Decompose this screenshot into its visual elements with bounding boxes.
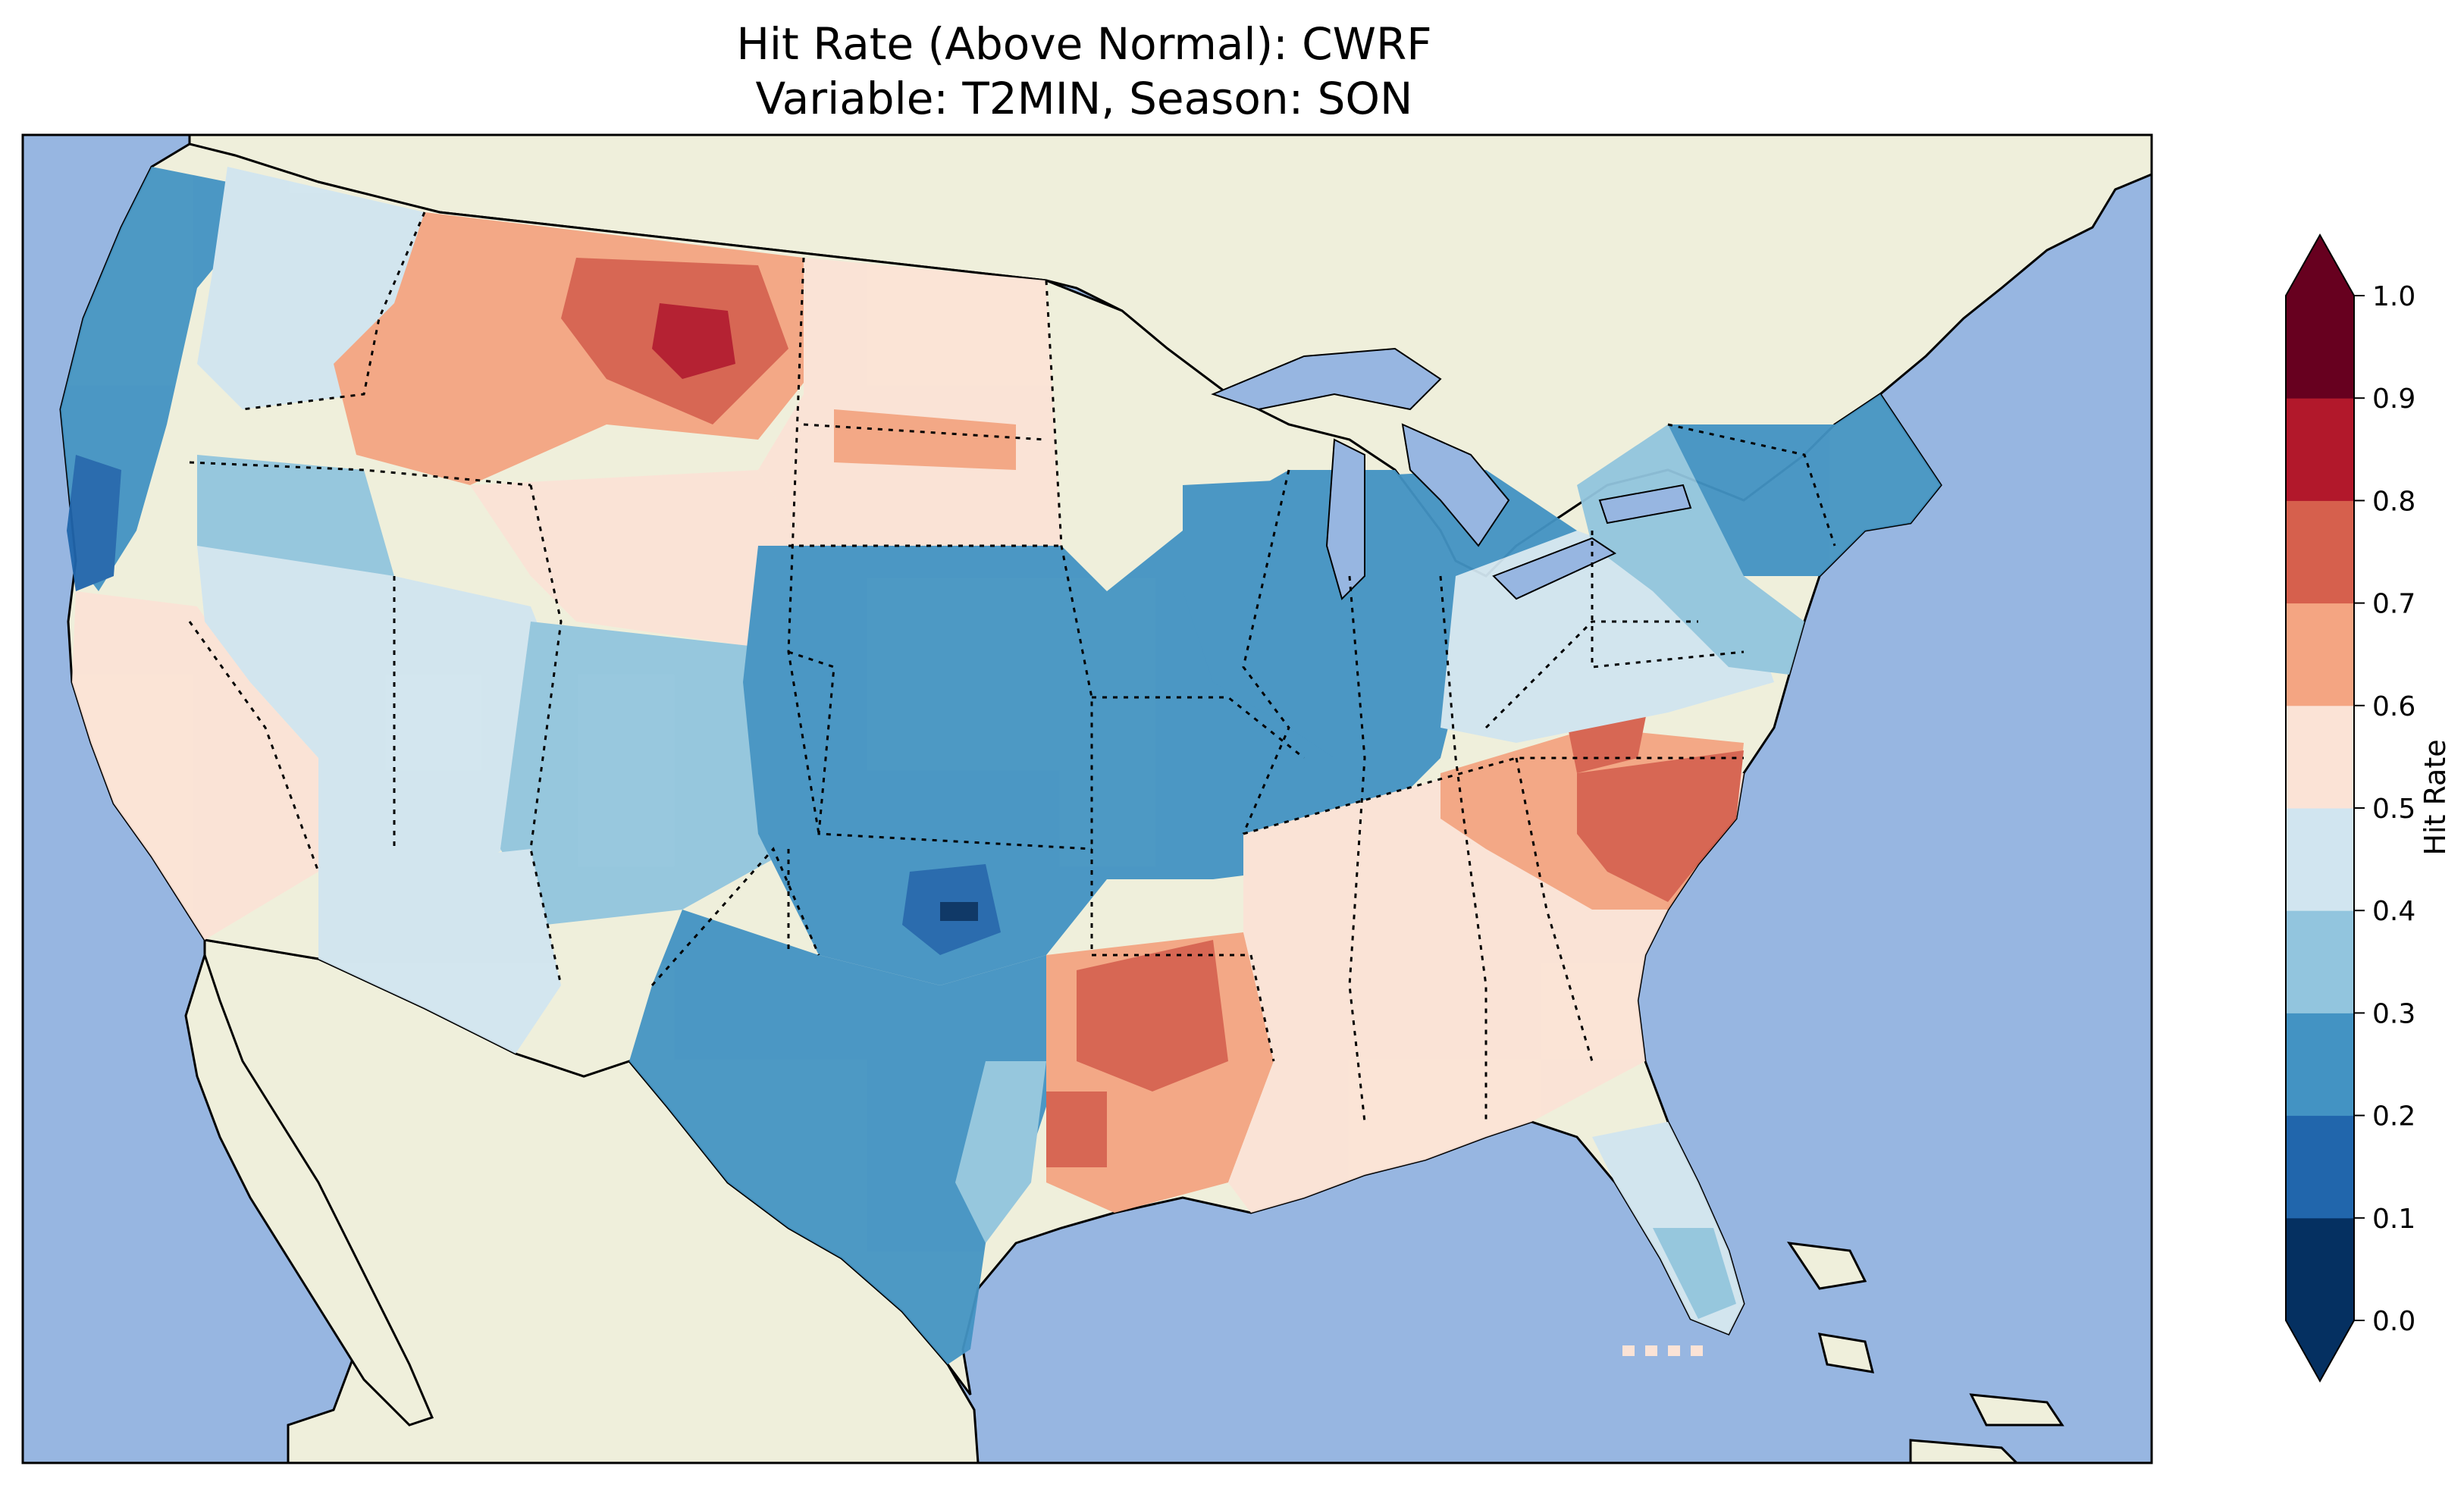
map-panel <box>21 133 2153 1464</box>
region-florida-south <box>1653 1228 1736 1319</box>
colorbar-segment <box>2286 808 2354 911</box>
colorbar-tick-label: 0.5 <box>2372 794 2415 825</box>
colorbar-tick-label: 0.3 <box>2372 998 2415 1029</box>
colorbar-tick-label: 0.8 <box>2372 486 2415 517</box>
colorbar-segment <box>2286 1217 2354 1321</box>
state-borders <box>188 211 1836 1123</box>
map-frame <box>21 133 2153 1464</box>
title-line-1: Hit Rate (Above Normal): CWRF <box>736 18 1432 70</box>
colorbar-segment <box>2286 500 2354 604</box>
region-oklahoma-core <box>940 902 978 921</box>
region-california-light <box>72 591 318 940</box>
colorbar-tick-label: 0.9 <box>2372 384 2415 415</box>
region-arkansas-hot <box>1077 940 1228 1092</box>
colorbar-segment <box>2286 910 2354 1013</box>
colorbar-tick-label: 0.6 <box>2372 691 2415 722</box>
region-dakota-band <box>834 409 1016 470</box>
region-arizona <box>318 849 561 1054</box>
region-louisiana-hot <box>1046 1092 1107 1167</box>
colorbar-label: Hit Rate <box>2419 739 2452 855</box>
region-wyoming-light <box>470 470 804 652</box>
colorbar-segments <box>2285 233 2355 1383</box>
hit-rate-field <box>61 167 1941 1364</box>
caribbean-islands <box>1786 1242 2064 1463</box>
colorbar-extend-under <box>2286 1320 2354 1381</box>
colorbar-tick-label: 0.2 <box>2372 1101 2415 1132</box>
colorbar-tick-label: 0.0 <box>2372 1306 2415 1337</box>
colorbar-segment <box>2286 1115 2354 1219</box>
baja-peninsula <box>184 951 434 1427</box>
region-colorado-utah <box>500 622 819 925</box>
region-northeast-light <box>1577 424 1804 675</box>
region-coast-deep <box>67 455 121 591</box>
region-great-basin <box>197 546 576 894</box>
colorbar-tick-label: 0.1 <box>2372 1204 2415 1235</box>
lake-michigan <box>1325 438 1365 600</box>
colorbar-segment <box>2286 398 2354 501</box>
colorbar-tick-label: 0.7 <box>2372 589 2415 620</box>
colorbar-segment <box>2286 1013 2354 1117</box>
figure-title: Hit Rate (Above Normal): CWRF Variable: … <box>0 17 2168 126</box>
lake-huron <box>1401 423 1510 547</box>
colorbar-segment <box>2286 296 2354 399</box>
colorbar-segment <box>2286 705 2354 809</box>
colorbar-segment <box>2286 603 2354 706</box>
title-line-2: Variable: T2MIN, Season: SON <box>755 73 1413 124</box>
region-texas-blue <box>629 910 1061 1364</box>
colorbar-ticks: 0.0 0.1 0.2 0.3 0.4 0.5 0.6 0.7 0.8 0.9 1.0 <box>2354 281 2415 1337</box>
region-montana-hotspot <box>652 303 735 379</box>
lake-ontario <box>1598 484 1692 525</box>
colorbar-tick-label: 1.0 <box>2372 281 2415 312</box>
colorbar-extend-over <box>2286 235 2354 296</box>
region-dakotas-warm <box>758 258 1061 546</box>
lake-erie <box>1492 537 1617 600</box>
great-lakes <box>1211 347 1692 600</box>
colorbar-tick-label: 0.4 <box>2372 896 2415 927</box>
region-northeast-blue <box>1668 394 1941 576</box>
region-texas-light <box>955 1061 1046 1243</box>
colorbar-outline <box>2285 233 2355 1383</box>
lake-superior <box>1211 347 1442 411</box>
florida-keys <box>1622 1345 1703 1356</box>
region-carolinas-hot <box>1577 750 1744 902</box>
